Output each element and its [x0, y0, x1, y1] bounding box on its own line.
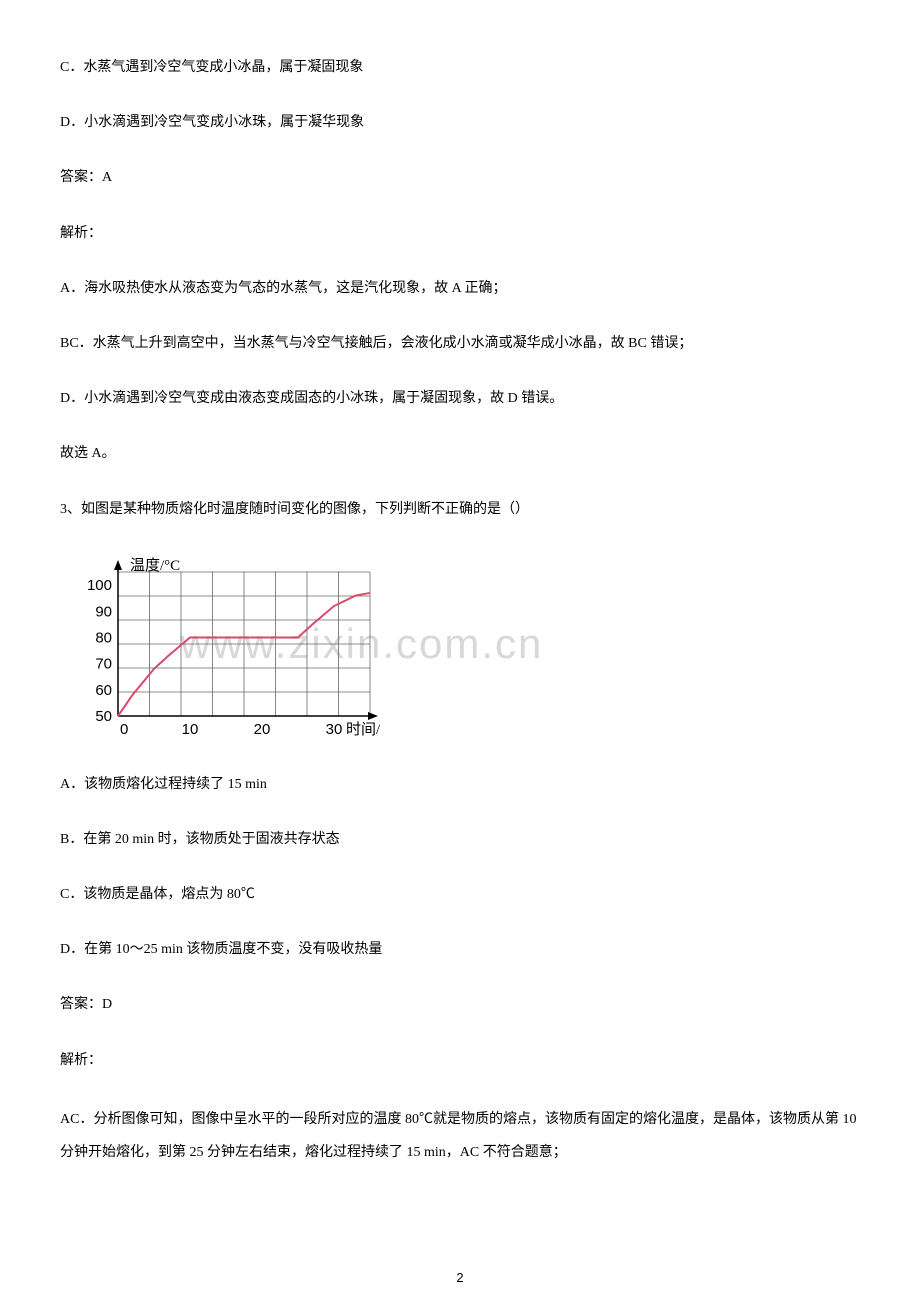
answer-2-label: 答案：A — [60, 165, 860, 190]
analysis-3-ac: AC．分析图像可知，图像中呈水平的一段所对应的温度 80℃就是物质的熔点，该物质… — [60, 1103, 860, 1170]
q3-stem: 3、如图是某种物质熔化时温度随时间变化的图像，下列判断不正确的是（） — [60, 497, 860, 522]
analysis-2-end: 故选 A。 — [60, 441, 860, 466]
svg-text:80: 80 — [95, 629, 112, 646]
q3-option-d: D．在第 10～25 min 该物质温度不变，没有吸收热量 — [60, 937, 860, 962]
answer-3-label: 答案：D — [60, 992, 860, 1017]
svg-text:90: 90 — [95, 603, 112, 620]
chart-svg: 50 60 70 80 90 100 0 10 20 30 温度/°C 时间/min — [70, 552, 380, 742]
analysis-2-bc: BC．水蒸气上升到高空中，当水蒸气与冷空气接触后，会液化成小水滴或凝华成小冰晶，… — [60, 331, 860, 356]
analysis-2-label: 解析： — [60, 221, 860, 246]
q3-option-b: B．在第 20 min 时，该物质处于固液共存状态 — [60, 827, 860, 852]
option-c-text: C．水蒸气遇到冷空气变成小冰晶，属于凝固现象 — [60, 55, 860, 80]
melting-chart: 50 60 70 80 90 100 0 10 20 30 温度/°C 时间/min — [70, 552, 860, 742]
svg-text:温度/°C: 温度/°C — [130, 557, 180, 574]
svg-text:30: 30 — [326, 721, 343, 738]
svg-text:0: 0 — [120, 721, 128, 738]
svg-text:70: 70 — [95, 655, 112, 672]
svg-text:10: 10 — [182, 721, 199, 738]
analysis-2-d: D．小水滴遇到冷空气变成由液态变成固态的小冰珠，属于凝固现象，故 D 错误。 — [60, 386, 860, 411]
svg-text:50: 50 — [95, 708, 112, 725]
analysis-2-a: A．海水吸热使水从液态变为气态的水蒸气，这是汽化现象，故 A 正确； — [60, 276, 860, 301]
q3-option-c: C．该物质是晶体，熔点为 80℃ — [60, 882, 860, 907]
svg-text:60: 60 — [95, 682, 112, 699]
q3-option-a: A．该物质熔化过程持续了 15 min — [60, 772, 860, 797]
svg-text:时间/min: 时间/min — [346, 721, 380, 738]
svg-text:20: 20 — [254, 721, 271, 738]
option-d-text: D．小水滴遇到冷空气变成小冰珠，属于凝华现象 — [60, 110, 860, 135]
page-number: 2 — [456, 1270, 463, 1285]
svg-text:100: 100 — [87, 577, 112, 594]
analysis-3-label: 解析： — [60, 1048, 860, 1073]
